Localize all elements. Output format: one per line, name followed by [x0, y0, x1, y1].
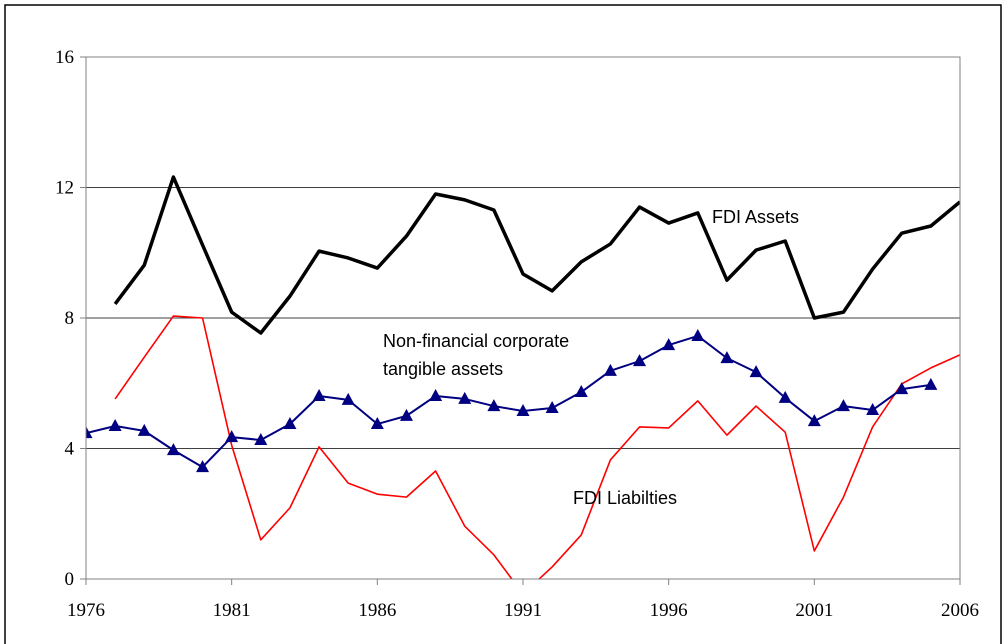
x-tick-label: 1996: [650, 600, 688, 621]
y-tick-label: 4: [65, 439, 75, 460]
marker: [691, 328, 705, 341]
grid: [80, 56, 961, 585]
marker: [429, 388, 443, 401]
y-tick-label: 16: [55, 47, 74, 68]
labels: 0 4 8 12 16 1976 1981 1986 1991 1996 2001 2006 FDI A…: [55, 47, 979, 621]
annotation: FDI Assets: [712, 207, 799, 227]
marker: [545, 401, 559, 414]
marker: [225, 430, 239, 443]
series-line: [114, 315, 960, 579]
marker: [312, 388, 326, 401]
x-tick-label: 1986: [358, 600, 396, 621]
y-tick-label: 0: [65, 569, 75, 590]
frame: [4, 4, 1002, 644]
marker: [341, 392, 355, 405]
annotation-line: FDI Liabilties: [573, 488, 677, 508]
marker: [778, 390, 792, 403]
marker: [924, 377, 938, 390]
marker: [487, 399, 501, 412]
marker: [370, 417, 384, 430]
annotation: FDI Liabilties: [573, 488, 677, 508]
marker: [254, 433, 268, 446]
marker: [86, 426, 93, 439]
plot-border: [85, 56, 961, 580]
annotation-line: Non-financial corporate: [383, 331, 569, 351]
marker: [458, 391, 472, 404]
marker: [866, 403, 880, 416]
marker: [137, 423, 151, 436]
x-tick-label: 2006: [941, 600, 979, 621]
marker: [749, 365, 763, 378]
marker: [662, 338, 676, 351]
annotation-line: FDI Assets: [712, 207, 799, 227]
y-tick-label: 8: [65, 308, 75, 329]
annotation: Non-financial corporate tangible assets: [383, 331, 569, 379]
series-line: [86, 334, 932, 469]
marker: [807, 414, 821, 427]
marker: [633, 354, 647, 367]
marker: [720, 351, 734, 364]
series-line: [113, 175, 960, 335]
y-tick-label: 12: [55, 178, 74, 199]
marker: [836, 399, 850, 412]
marker: [283, 417, 297, 430]
annotation-line: tangible assets: [383, 359, 503, 379]
x-tick-label: 1976: [67, 600, 105, 621]
marker: [574, 385, 588, 398]
marker: [166, 443, 180, 456]
marker: [895, 382, 909, 395]
marker: [516, 403, 530, 416]
marker: [108, 418, 122, 431]
x-tick-label: 1991: [504, 600, 542, 621]
marker: [399, 408, 413, 421]
marker: [196, 460, 210, 473]
x-tick-label: 1981: [213, 600, 251, 621]
plot: [86, 175, 960, 579]
marker: [603, 363, 617, 376]
x-tick-label: 2001: [795, 600, 833, 621]
